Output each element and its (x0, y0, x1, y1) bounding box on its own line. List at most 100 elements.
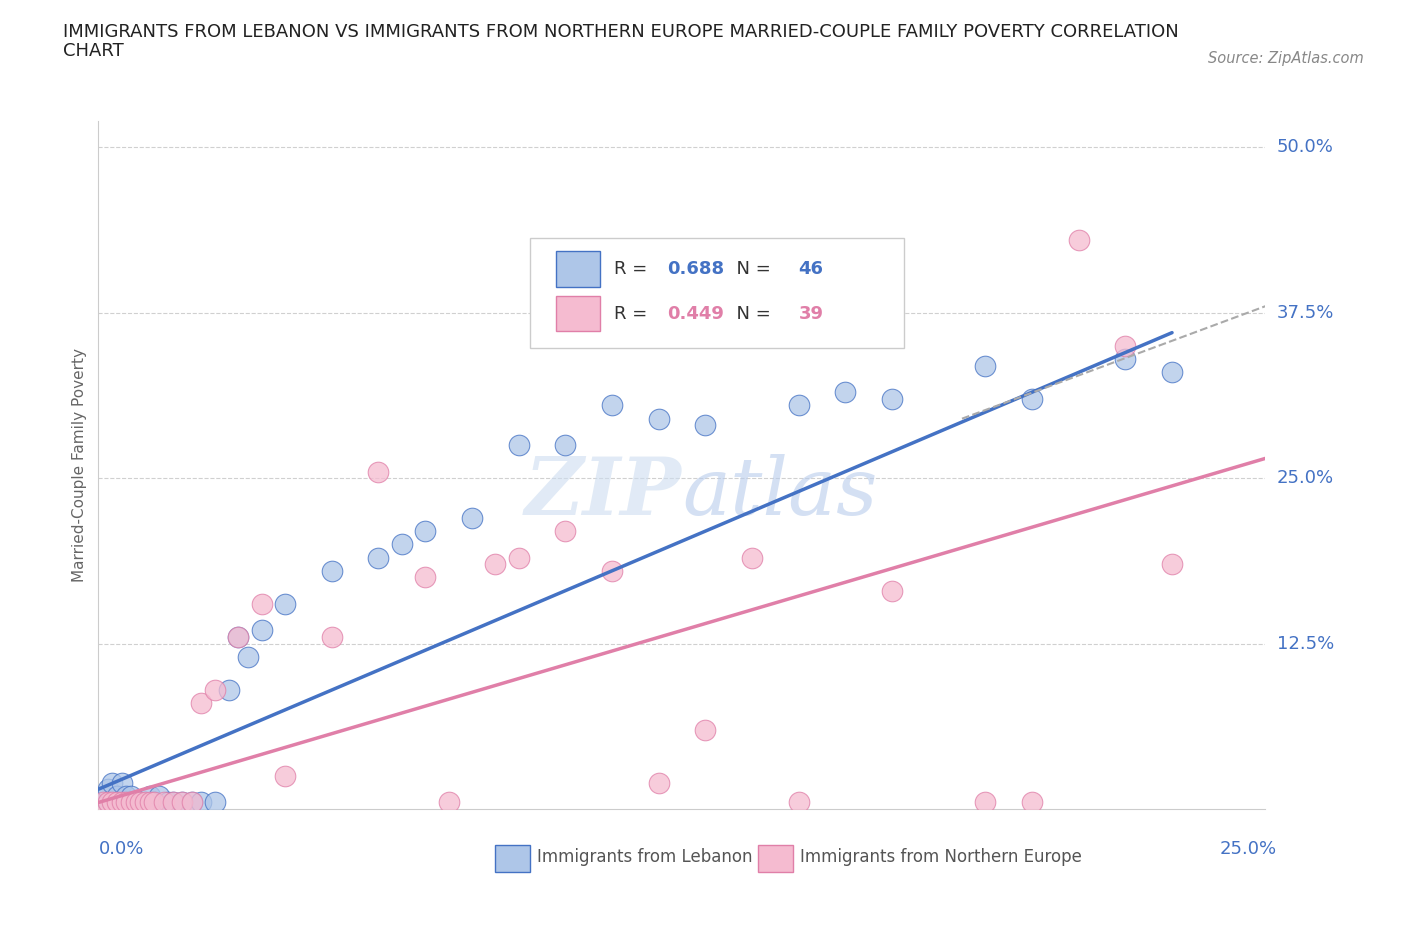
Text: 37.5%: 37.5% (1277, 304, 1334, 322)
Point (1021, 392, 1043, 406)
Point (125, 795, 148, 810)
Point (129, 795, 152, 810)
Point (321, 564, 343, 578)
Point (91, 789, 114, 804)
Text: CHART: CHART (63, 42, 124, 60)
Point (139, 795, 162, 810)
Point (120, 795, 142, 810)
FancyBboxPatch shape (758, 844, 793, 872)
Point (115, 789, 138, 804)
Point (204, 795, 226, 810)
Text: 25.0%: 25.0% (1277, 470, 1334, 487)
Text: 0.0%: 0.0% (98, 840, 143, 857)
Point (111, 795, 134, 810)
Text: Immigrants from Lebanon: Immigrants from Lebanon (537, 848, 752, 866)
Point (97, 795, 120, 810)
Text: 0.449: 0.449 (666, 305, 724, 323)
Text: 0.688: 0.688 (666, 259, 724, 278)
Y-axis label: Married-Couple Family Poverty: Married-Couple Family Poverty (72, 348, 87, 582)
Point (508, 551, 530, 565)
Point (367, 464, 389, 479)
Point (461, 511, 484, 525)
Point (91, 795, 114, 810)
Text: IMMIGRANTS FROM LEBANON VS IMMIGRANTS FROM NORTHERN EUROPE MARRIED-COUPLE FAMILY: IMMIGRANTS FROM LEBANON VS IMMIGRANTS FR… (63, 23, 1180, 41)
Point (880, 392, 903, 406)
Text: 25.0%: 25.0% (1219, 840, 1277, 857)
Point (437, 795, 460, 810)
Text: R =: R = (614, 305, 654, 323)
FancyBboxPatch shape (555, 296, 600, 331)
Text: Source: ZipAtlas.com: Source: ZipAtlas.com (1208, 51, 1364, 66)
FancyBboxPatch shape (530, 238, 904, 348)
Point (162, 795, 184, 810)
Point (180, 795, 202, 810)
Point (787, 795, 810, 810)
Text: 39: 39 (799, 305, 824, 323)
Point (101, 795, 124, 810)
Point (484, 557, 506, 572)
Point (115, 795, 138, 810)
Point (787, 398, 810, 413)
Point (413, 524, 436, 538)
Point (143, 795, 166, 810)
Point (695, 418, 717, 432)
Point (1067, 232, 1090, 247)
Point (554, 524, 576, 538)
Point (111, 776, 134, 790)
Point (180, 795, 202, 810)
Point (236, 649, 259, 664)
Point (148, 789, 170, 804)
Text: 12.5%: 12.5% (1277, 634, 1334, 653)
Point (1114, 352, 1136, 366)
Point (647, 776, 669, 790)
Point (105, 795, 128, 810)
Point (741, 551, 763, 565)
Point (134, 795, 156, 810)
Point (250, 596, 273, 611)
Point (274, 768, 297, 783)
Point (105, 795, 128, 810)
Point (647, 411, 669, 426)
Point (974, 358, 997, 373)
Point (228, 630, 250, 644)
Point (111, 795, 134, 810)
Point (1161, 557, 1184, 572)
Point (554, 438, 576, 453)
Point (97, 782, 120, 797)
Point (172, 795, 194, 810)
Point (172, 795, 194, 810)
Point (321, 630, 343, 644)
Point (190, 795, 212, 810)
Point (120, 789, 142, 804)
Point (250, 623, 273, 638)
Point (1161, 365, 1184, 379)
Point (134, 795, 156, 810)
Text: ZIP: ZIP (524, 454, 682, 531)
Point (162, 795, 184, 810)
Point (152, 795, 174, 810)
Point (391, 537, 413, 551)
Point (413, 570, 436, 585)
Point (157, 795, 180, 810)
Point (1021, 795, 1043, 810)
Point (129, 795, 152, 810)
Point (204, 683, 226, 698)
Point (143, 795, 166, 810)
Text: 50.0%: 50.0% (1277, 139, 1333, 156)
Text: atlas: atlas (682, 454, 877, 531)
Text: Immigrants from Northern Europe: Immigrants from Northern Europe (800, 848, 1081, 866)
Text: R =: R = (614, 259, 654, 278)
Point (600, 398, 623, 413)
Text: N =: N = (725, 259, 776, 278)
Point (228, 630, 250, 644)
Point (139, 789, 162, 804)
Point (1114, 339, 1136, 353)
Text: N =: N = (725, 305, 776, 323)
Point (190, 696, 212, 711)
Point (105, 789, 128, 804)
Point (125, 795, 148, 810)
Point (97, 795, 120, 810)
Point (974, 795, 997, 810)
Point (695, 723, 717, 737)
Text: 46: 46 (799, 259, 824, 278)
